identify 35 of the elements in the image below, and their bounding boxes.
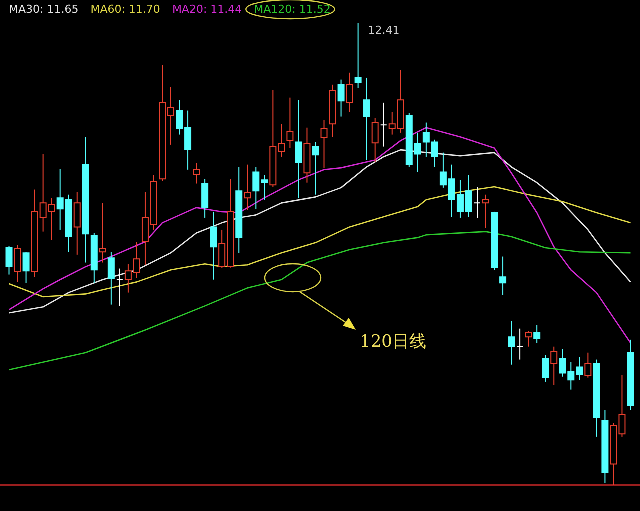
candlestick bbox=[363, 77, 370, 161]
candlestick bbox=[193, 162, 200, 184]
candlestick bbox=[346, 72, 354, 113]
candlestick bbox=[286, 97, 294, 149]
candlestick bbox=[482, 194, 490, 229]
candlestick bbox=[525, 330, 532, 348]
candlestick bbox=[380, 102, 388, 148]
candlestick bbox=[534, 324, 541, 344]
candlestick bbox=[312, 142, 320, 196]
candlestick bbox=[295, 100, 302, 199]
candlestick bbox=[474, 186, 481, 218]
text: MA120: 11.52 bbox=[254, 3, 331, 16]
candlestick bbox=[338, 79, 345, 118]
text: MA30: 11.65 bbox=[9, 3, 79, 16]
candlestick bbox=[542, 354, 550, 382]
text: MA60: 11.70 bbox=[90, 3, 160, 16]
candlestick bbox=[14, 244, 22, 283]
candlestick bbox=[108, 252, 115, 306]
candlestick bbox=[354, 22, 362, 89]
annotation: 12.41 bbox=[368, 24, 400, 37]
candlestick bbox=[516, 328, 524, 360]
candlestick bbox=[550, 346, 558, 386]
candlestick bbox=[584, 352, 592, 378]
candlestick bbox=[210, 211, 218, 280]
candlestick bbox=[99, 202, 106, 264]
candlestick bbox=[372, 118, 379, 163]
candlestick bbox=[508, 320, 516, 366]
candlestick bbox=[320, 120, 328, 169]
candlestick bbox=[500, 256, 507, 296]
candlestick bbox=[22, 252, 30, 284]
text: MA20: 11.44 bbox=[172, 3, 242, 16]
candlestick bbox=[6, 246, 13, 276]
candlestick bbox=[244, 164, 252, 211]
annotation: 120日线 bbox=[360, 332, 426, 352]
candlestick bbox=[116, 268, 124, 307]
